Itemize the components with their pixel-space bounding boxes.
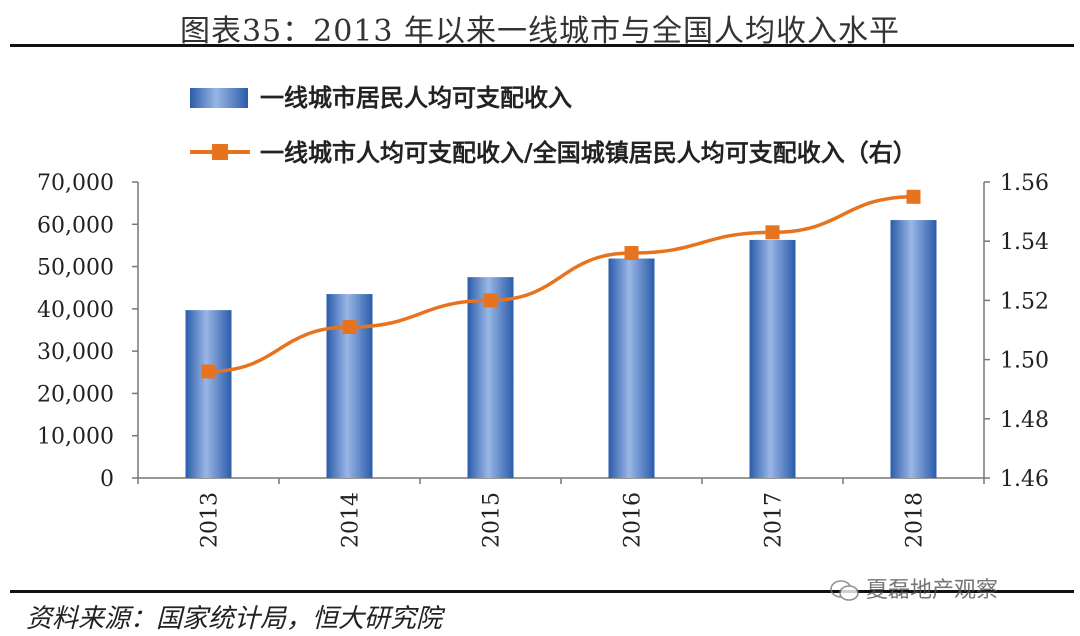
left-tick-label: 60,000: [37, 213, 114, 238]
x-tick-label: 2015: [480, 492, 505, 548]
ratio-line-series: [201, 189, 921, 379]
right-tick-label: 1.52: [1000, 289, 1049, 314]
right-tick-label: 1.46: [1000, 467, 1049, 492]
left-tick-label: 40,000: [37, 298, 114, 323]
left-tick-label: 10,000: [37, 425, 114, 450]
left-tick-label: 50,000: [37, 256, 114, 281]
x-tick-label: 2013: [198, 492, 223, 548]
legend-bar-label: 一线城市居民人均可支配收入: [260, 83, 572, 112]
chart: 一线城市居民人均可支配收入一线城市人均可支配收入/全国城镇居民人均可支配收入（右…: [37, 83, 1049, 548]
legend-line-label: 一线城市人均可支配收入/全国城镇居民人均可支配收入（右）: [260, 138, 917, 167]
x-tick-label: 2018: [903, 492, 928, 548]
x-tick-label: 2017: [762, 492, 787, 548]
watermark: 夏磊地产观察: [830, 572, 998, 604]
x-tick-label: 2016: [621, 492, 646, 548]
left-tick-label: 0: [100, 467, 114, 492]
chart-title: 图表35：2013 年以来一线城市与全国人均收入水平: [179, 14, 901, 49]
x-tick-label: 2014: [339, 492, 364, 548]
bar-series: [185, 220, 937, 479]
bar-2015: [467, 277, 514, 478]
left-tick-label: 20,000: [37, 382, 114, 407]
left-tick-label: 70,000: [37, 171, 114, 196]
axes: 0 10,000 20,000 30,000 40,000 50,000 60,000 70,…: [37, 171, 1049, 548]
left-tick-label: 30,000: [37, 340, 114, 365]
ratio-point-2014: [342, 320, 357, 335]
source-rule: [10, 590, 1074, 593]
title-rule: [10, 44, 1074, 47]
legend-bar-swatch: [190, 88, 248, 108]
bar-2013: [185, 310, 232, 478]
legend-line-marker: [212, 144, 228, 160]
right-tick-label: 1.56: [1000, 171, 1049, 196]
ratio-point-2017: [765, 225, 780, 240]
ratio-point-2015: [483, 293, 498, 308]
right-tick-label: 1.54: [1000, 230, 1049, 255]
ratio-point-2018: [906, 189, 921, 204]
right-tick-label: 1.48: [1000, 408, 1049, 433]
wechat-logo-icon: [830, 580, 859, 601]
ratio-point-2013: [201, 364, 216, 379]
bar-2016: [608, 258, 655, 478]
bar-2018: [890, 220, 937, 479]
right-tick-label: 1.50: [1000, 349, 1049, 374]
source-note: 资料来源：国家统计局，恒大研究院: [26, 604, 443, 634]
legend: 一线城市居民人均可支配收入一线城市人均可支配收入/全国城镇居民人均可支配收入（右…: [190, 83, 917, 167]
watermark-text: 夏磊地产观察: [866, 578, 999, 603]
ratio-point-2016: [624, 246, 639, 261]
bar-2017: [749, 239, 796, 478]
ratio-line: [208, 195, 914, 374]
